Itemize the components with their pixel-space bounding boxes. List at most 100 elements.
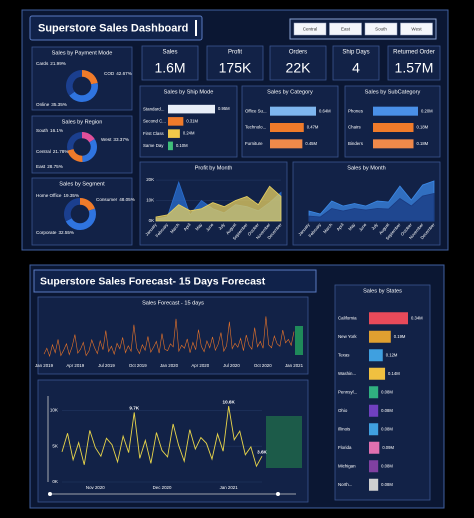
y-tick-label: 10K (50, 408, 59, 413)
slider-handle[interactable] (276, 492, 280, 496)
donut-slice (64, 198, 80, 222)
x-tick-label: Apr 2020 (191, 363, 209, 368)
bar (369, 423, 379, 436)
y-tick-label: 0K (52, 479, 59, 484)
slice-value: 28.75% (47, 164, 63, 169)
filter-box (289, 18, 437, 40)
bar (168, 129, 180, 138)
slice-value: 19.35% (63, 193, 79, 198)
chart-title: Sales by Region (62, 119, 103, 125)
y-tick-label: 10K (146, 198, 154, 203)
bar (373, 123, 414, 132)
slice-value: 33.37% (113, 137, 129, 142)
bar (369, 367, 386, 380)
x-tick-label: March (322, 222, 334, 235)
x-tick-label: June (358, 222, 368, 233)
donut-slice (82, 70, 98, 85)
chart-card (31, 177, 133, 246)
kpi-value: 175K (219, 60, 252, 76)
slice-category: Consumer (96, 197, 118, 202)
y-tick-label: 20K (146, 177, 154, 182)
bar-category: North... (338, 482, 352, 487)
x-tick-label: Dec 2020 (153, 485, 172, 490)
slice-label: East 28.75% (36, 164, 63, 169)
chart-card (37, 379, 309, 503)
slice-category: Central (36, 149, 51, 154)
x-tick-label: Jan 2021 (285, 363, 304, 368)
bar-category: Furniture (245, 141, 263, 146)
slice-value: 35.35% (51, 102, 67, 107)
bar-category: Binders (348, 141, 364, 146)
slice-value: 48.05% (119, 197, 135, 202)
bar-value: 0.45M (305, 141, 317, 146)
bar (369, 386, 379, 399)
bar-category: Second C... (143, 119, 166, 124)
kpi-card (269, 45, 327, 81)
x-tick-label: May (194, 221, 203, 231)
bar-category: Florida (338, 445, 352, 450)
filter-button[interactable] (329, 22, 362, 36)
title-box (29, 15, 203, 41)
area (155, 185, 282, 222)
bar-value: 0.24M (183, 131, 195, 136)
chart-title: Profit by Month (195, 165, 233, 171)
kpi-label: Sales (162, 50, 177, 56)
filter-label: Central (303, 27, 318, 32)
donut-slice (66, 70, 82, 96)
bar-category: Office Su... (245, 108, 267, 113)
bar-value: 0.08M (381, 463, 393, 468)
bar-value: 0.47M (307, 125, 319, 130)
bar-category: Illinois (338, 426, 351, 431)
bar-value: 0.12M (386, 352, 398, 357)
filter-button[interactable] (400, 22, 433, 36)
bar-value: 0.31M (186, 118, 198, 123)
kpi-card (206, 45, 264, 81)
x-tick-label: Nov 2020 (86, 485, 105, 490)
kpi-card (332, 45, 380, 81)
bar (168, 117, 184, 126)
filter-button[interactable] (364, 22, 398, 36)
chart-card (31, 115, 133, 174)
slice-label: South 16.1% (36, 128, 63, 133)
forecast-band (295, 326, 303, 355)
title-cursor (195, 20, 197, 36)
bar-value: 0.18M (417, 125, 429, 130)
y-tick-label: 0K (149, 218, 154, 223)
filter-button[interactable] (293, 22, 327, 36)
filter-label: West (411, 27, 422, 32)
x-tick-label: April (335, 222, 344, 232)
slice-label: Online 35.35% (36, 102, 67, 107)
donut-slice (82, 139, 97, 162)
bar-category: Technolo... (245, 125, 266, 130)
bar-category: Washin... (338, 371, 356, 376)
bar-category: Standard... (143, 106, 164, 111)
kpi-card (387, 45, 441, 81)
bar-value: 0.95M (218, 106, 230, 111)
slice-label: Home Office 19.35% (36, 193, 79, 198)
x-tick-label: Jul 2020 (223, 363, 240, 368)
bar (369, 404, 379, 417)
slice-value: 16.1% (50, 128, 63, 133)
donut-slice (69, 82, 98, 103)
slice-category: East (36, 164, 46, 169)
bar (270, 139, 303, 149)
bar-value: 0.08M (381, 389, 393, 394)
x-tick-label: Oct 2019 (129, 363, 147, 368)
slice-category: Corporate (36, 230, 57, 235)
chart-card (139, 85, 238, 158)
kpi-card (141, 45, 199, 81)
bar (369, 478, 379, 491)
chart-title: Sales by Segment (59, 181, 105, 187)
chart-title: Sales by SubCategory (365, 89, 421, 95)
bar-category: Phones (348, 108, 364, 113)
filter-label: South (375, 27, 387, 32)
slider-handle[interactable] (48, 492, 52, 496)
bar-value: 0.09M (382, 445, 394, 450)
kpi-value: 22K (286, 60, 312, 76)
bar-category: Michigan (338, 463, 356, 468)
bar (373, 106, 418, 116)
chart-title: Sales by Payment Mode (52, 50, 113, 56)
x-tick-label: Apr 2019 (66, 363, 84, 368)
donut-slice (80, 198, 96, 211)
